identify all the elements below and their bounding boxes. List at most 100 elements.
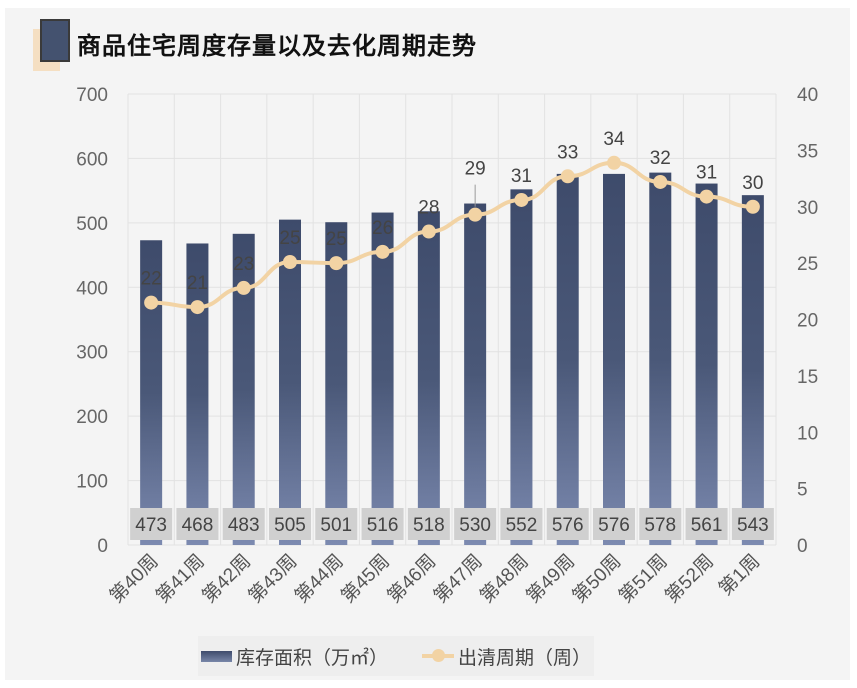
y-left-tick-label: 0 xyxy=(97,536,108,557)
y-right-tick-label: 20 xyxy=(797,311,818,332)
line-point xyxy=(745,199,760,214)
bar xyxy=(140,240,163,545)
line-data-label: 34 xyxy=(603,129,625,150)
bar xyxy=(371,212,394,545)
x-tick-label: 第49周 xyxy=(522,550,579,607)
bar-data-label: 518 xyxy=(413,515,445,536)
y-left-tick-label: 500 xyxy=(76,214,108,235)
y-right-tick-label: 40 xyxy=(797,85,818,106)
y-right-tick-label: 35 xyxy=(797,141,818,162)
line-point xyxy=(375,244,390,259)
bar xyxy=(232,233,255,545)
legend-label: 出清周期（周） xyxy=(458,646,592,669)
bar xyxy=(603,173,625,546)
x-tick-label: 第46周 xyxy=(383,550,440,607)
bar-data-label: 530 xyxy=(459,515,491,536)
y-left-tick-label: 100 xyxy=(76,472,108,493)
line-data-label: 32 xyxy=(650,148,671,169)
x-tick-label: 第47周 xyxy=(429,550,486,607)
y-right-tick-label: 30 xyxy=(797,198,818,219)
bar-data-label: 501 xyxy=(320,515,352,536)
x-tick-label: 第45周 xyxy=(337,550,394,607)
bar xyxy=(649,172,672,546)
bar xyxy=(279,219,301,545)
x-tick-label: 第42周 xyxy=(198,550,255,607)
y-left-tick-label: 600 xyxy=(76,149,108,170)
bar xyxy=(186,243,209,545)
line-data-label: 23 xyxy=(233,254,254,275)
bar xyxy=(741,195,764,545)
bar xyxy=(325,222,348,545)
y-left-tick-label: 700 xyxy=(76,85,108,106)
y-right-tick-label: 15 xyxy=(797,367,818,388)
bar-swatch-icon xyxy=(200,650,232,662)
y-right-tick-label: 25 xyxy=(797,254,818,275)
bar-label-box xyxy=(593,508,635,540)
x-tick-label: 第51周 xyxy=(614,550,671,607)
bar-label-box xyxy=(269,508,311,540)
legend-label: 库存面积（万㎡） xyxy=(235,646,388,669)
bar-data-label: 516 xyxy=(367,515,399,536)
title-marker xyxy=(40,19,70,62)
bar-label-box xyxy=(639,508,682,540)
y-left-tick-label: 300 xyxy=(76,343,108,364)
bar-label-box xyxy=(315,508,358,540)
bar-data-label: 543 xyxy=(737,515,769,536)
y-left-tick-label: 400 xyxy=(76,278,108,299)
bar-label-box xyxy=(454,508,497,540)
y-right-tick-label: 0 xyxy=(797,536,808,557)
x-tick-label: 第1周 xyxy=(714,550,764,600)
line-point xyxy=(560,169,575,184)
line-point xyxy=(468,207,483,222)
line-point xyxy=(699,189,714,204)
line-data-label: 31 xyxy=(696,163,717,184)
line-data-label: 33 xyxy=(557,142,578,163)
line-point xyxy=(236,280,251,295)
bar xyxy=(510,189,533,545)
bar-label-box xyxy=(222,508,265,540)
x-tick-label: 第48周 xyxy=(476,550,533,607)
bar xyxy=(556,173,579,546)
y-right-tick-label: 10 xyxy=(797,423,818,444)
line-point xyxy=(421,224,436,239)
bar-data-label: 578 xyxy=(644,515,676,536)
bar-data-label: 561 xyxy=(691,515,723,536)
line-data-label: 30 xyxy=(742,173,763,194)
x-tick-label: 第41周 xyxy=(152,550,209,607)
bar-label-box xyxy=(500,508,543,540)
bar-data-label: 576 xyxy=(552,515,584,536)
line-data-label: 25 xyxy=(279,228,300,249)
bar-data-label: 576 xyxy=(598,515,630,536)
bar-label-box xyxy=(130,508,173,540)
x-tick-label: 第44周 xyxy=(290,550,347,607)
bar xyxy=(417,211,440,545)
bar-label-box xyxy=(407,508,450,540)
line-data-label: 31 xyxy=(511,166,532,187)
x-tick-label: 第40周 xyxy=(105,550,162,607)
line-data-label: 25 xyxy=(326,229,347,250)
x-tick-label: 第52周 xyxy=(661,550,718,607)
bar xyxy=(464,203,487,545)
bar-label-box xyxy=(546,508,589,540)
bar-label-box xyxy=(361,508,404,540)
bar-label-box xyxy=(731,508,774,540)
y-left-tick-label: 200 xyxy=(76,407,108,428)
legend-item-bar: 库存面积（万㎡） xyxy=(200,643,388,670)
line-swatch-icon xyxy=(422,649,454,662)
line-data-label: 29 xyxy=(465,159,486,180)
bar-data-label: 483 xyxy=(228,515,260,536)
line-data-label: 28 xyxy=(418,198,439,219)
x-tick-label: 第50周 xyxy=(568,550,625,607)
chart-title: 商品住宅周度存量以及去化周期走势 xyxy=(77,32,477,60)
line-point xyxy=(283,254,297,269)
legend-item-line: 出清周期（周） xyxy=(422,643,591,670)
line-point xyxy=(653,174,668,189)
x-tick-label: 第43周 xyxy=(244,550,301,607)
line-point xyxy=(190,300,205,315)
line-data-label: 26 xyxy=(372,218,393,239)
y-right-tick-label: 5 xyxy=(797,480,808,501)
bar xyxy=(695,183,718,545)
line-point xyxy=(144,295,159,310)
line-data-label: 21 xyxy=(187,273,208,294)
